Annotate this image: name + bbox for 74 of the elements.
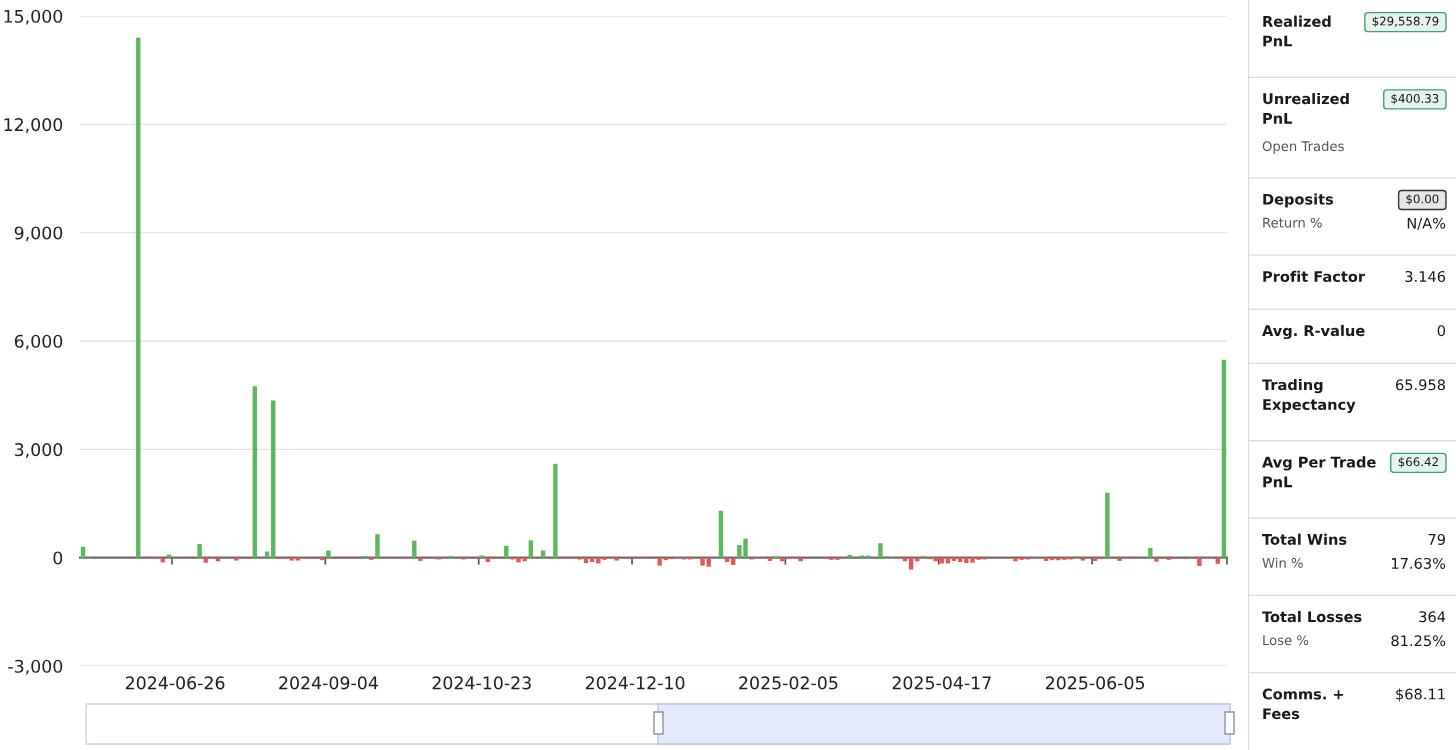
bar xyxy=(908,557,914,570)
y-tick-label: 15,000 xyxy=(4,9,63,25)
bar xyxy=(80,546,86,558)
bar xyxy=(859,555,865,558)
bar xyxy=(657,557,662,566)
y-tick-label: 9,000 xyxy=(14,226,63,242)
bar xyxy=(326,550,331,558)
text: 79 xyxy=(1428,533,1445,545)
bar xyxy=(418,557,423,561)
bar xyxy=(412,540,417,558)
text: 17.63% xyxy=(1392,557,1446,569)
text: Comms. + Fees xyxy=(1262,688,1344,720)
bar xyxy=(1148,547,1153,558)
bar xyxy=(375,534,380,558)
bar xyxy=(504,545,509,558)
text: $68.11 xyxy=(1396,688,1445,702)
text: Avg Per Trade PnL xyxy=(1262,456,1376,488)
bar xyxy=(234,557,239,561)
y-tick-label: 3,000 xyxy=(14,443,63,458)
x-tick-label: 2024-06-26 xyxy=(125,676,225,690)
text: Realized PnL xyxy=(1263,15,1331,47)
bar xyxy=(1105,492,1110,558)
text: Deposits xyxy=(1263,193,1334,208)
bar xyxy=(203,557,208,563)
bar xyxy=(369,557,374,560)
text: Lose % xyxy=(1263,635,1309,646)
x-tick-label: 2025-04-17 xyxy=(892,676,991,690)
text: $0.00 xyxy=(1406,194,1439,205)
text: 3.146 xyxy=(1405,271,1446,283)
x-tick-label: 2025-06-05 xyxy=(1045,676,1145,690)
text: 65.958 xyxy=(1395,379,1445,391)
text: 364 xyxy=(1419,611,1446,623)
bar xyxy=(1221,359,1227,558)
text: $29,558.79 xyxy=(1372,16,1439,28)
bar xyxy=(553,463,558,558)
bar xyxy=(614,557,619,561)
bar xyxy=(295,557,300,561)
bar xyxy=(136,37,141,558)
text: Profit Factor xyxy=(1263,270,1366,283)
text: 0 xyxy=(1437,325,1446,337)
y-tick-label: 12,000 xyxy=(4,118,63,133)
bar xyxy=(847,554,852,558)
text: Open Trades xyxy=(1262,140,1344,154)
bar xyxy=(1197,557,1202,566)
y-tick-label: 6,000 xyxy=(14,334,63,350)
bar xyxy=(252,386,258,558)
bar xyxy=(1080,557,1086,561)
x-tick-label: 2024-12-10 xyxy=(585,676,685,690)
y-tick-label: 0 xyxy=(53,551,63,565)
text: Avg. R-value xyxy=(1262,324,1365,340)
y-tick-label: -3,000 xyxy=(8,659,63,675)
bar xyxy=(197,543,202,558)
x-tick-label: 2024-10-23 xyxy=(432,676,531,690)
text: 81.25% xyxy=(1391,635,1446,647)
x-tick-label: 2024-09-04 xyxy=(279,676,378,690)
text: $66.42 xyxy=(1398,457,1438,468)
text: Total Wins xyxy=(1262,533,1347,545)
bar xyxy=(540,550,546,558)
text: Unrealized PnL xyxy=(1263,92,1349,124)
text: $400.33 xyxy=(1391,93,1439,105)
text: Trading Expectancy xyxy=(1262,379,1356,413)
x-tick-label: 2025-02-05 xyxy=(739,676,838,690)
text: Win % xyxy=(1262,557,1303,568)
bar xyxy=(271,400,276,558)
bar xyxy=(289,557,294,561)
text: N/A% xyxy=(1407,217,1446,230)
text: Return % xyxy=(1263,217,1322,228)
bar xyxy=(1154,557,1159,562)
bar xyxy=(1117,557,1122,561)
bar xyxy=(479,555,484,558)
text: Total Losses xyxy=(1262,610,1362,623)
bar xyxy=(718,510,724,558)
bar xyxy=(865,555,871,558)
bar xyxy=(528,540,534,558)
